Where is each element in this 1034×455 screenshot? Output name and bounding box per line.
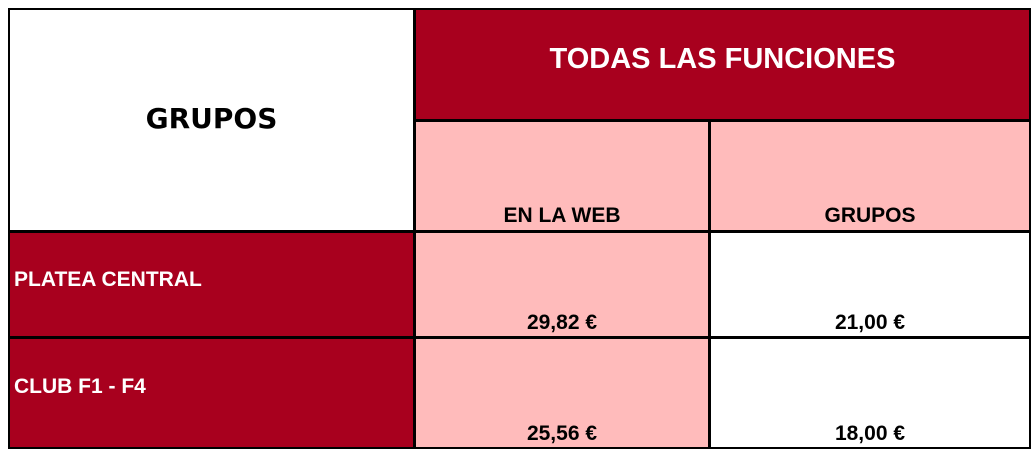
price-value: 21,00 € bbox=[834, 311, 906, 334]
cell-price: 21,00 € bbox=[709, 231, 1031, 338]
column-label: GRUPOS bbox=[824, 204, 916, 227]
row-label-platea-central: PLATEA CENTRAL bbox=[8, 231, 415, 338]
table-title: TODAS LAS FUNCIONES bbox=[414, 8, 1031, 121]
corner-label: GRUPOS bbox=[145, 101, 278, 135]
cell-price: 25,56 € bbox=[414, 337, 710, 449]
column-header-grupos: GRUPOS bbox=[709, 120, 1031, 232]
column-header-web: EN LA WEB bbox=[414, 120, 710, 232]
corner-header: GRUPOS bbox=[8, 8, 415, 232]
row-label: CLUB F1 - F4 bbox=[14, 375, 146, 398]
title-text: TODAS LAS FUNCIONES bbox=[549, 43, 896, 75]
row-label: PLATEA CENTRAL bbox=[14, 267, 202, 291]
price-value: 18,00 € bbox=[834, 422, 906, 445]
cell-price: 18,00 € bbox=[709, 337, 1031, 449]
cell-price: 29,82 € bbox=[414, 231, 710, 338]
column-label: EN LA WEB bbox=[503, 204, 621, 227]
price-value: 29,82 € bbox=[526, 311, 598, 334]
price-value: 25,56 € bbox=[526, 422, 598, 445]
row-label-club: CLUB F1 - F4 bbox=[8, 337, 415, 449]
